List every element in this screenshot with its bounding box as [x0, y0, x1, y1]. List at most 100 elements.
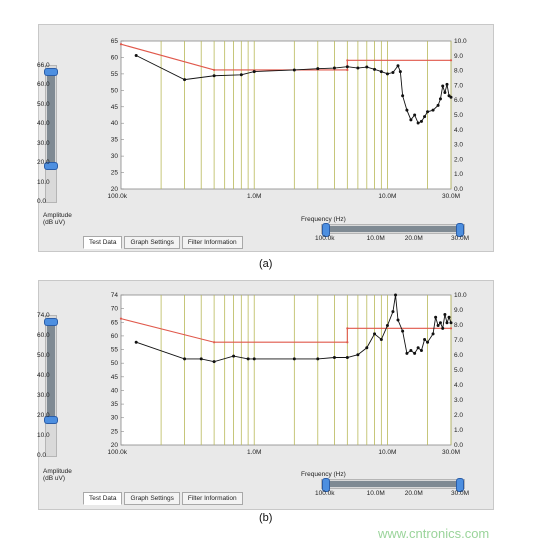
- measurement-point: [443, 90, 447, 94]
- plot-area: 74 70 65 60 55 50 45 40 35 30 25 20 10.0 9.0 8.0 7.0 6.0…: [107, 292, 467, 456]
- y-tick-left: 20: [111, 442, 119, 449]
- measurement-point: [416, 121, 420, 125]
- amplitude-label: Amplitude (dB uV): [43, 468, 72, 482]
- measurement-point: [134, 340, 138, 344]
- range-right-handle[interactable]: [456, 478, 464, 492]
- y-tick-left: 60: [111, 54, 119, 61]
- tab-graph-settings[interactable]: Graph Settings: [124, 492, 180, 505]
- tab-bar: Test Data Graph Settings Filter Informat…: [83, 492, 243, 505]
- y-tick-right: 5.0: [454, 112, 463, 119]
- slider-bottom-handle[interactable]: [44, 162, 58, 170]
- y-tick-right: 7.0: [454, 82, 463, 89]
- y-tick-right: 0.0: [454, 186, 463, 193]
- limit-point: [119, 317, 123, 320]
- range-left-handle[interactable]: [322, 478, 330, 492]
- y-tick-left: 45: [111, 374, 119, 381]
- slider-bottom-handle[interactable]: [44, 416, 58, 424]
- limit-point: [346, 59, 349, 62]
- figure-caption-b: (b): [259, 512, 273, 524]
- x-axis-label: Frequency (Hz): [301, 471, 346, 478]
- measurement-point: [292, 357, 296, 361]
- measurement-point: [405, 108, 409, 112]
- measurement-point: [134, 53, 138, 57]
- x-tick: 100.0k: [107, 449, 127, 456]
- measurement-point: [449, 321, 453, 325]
- y-tick-right: 2.0: [454, 412, 463, 419]
- slider-tick-label: 50.0: [37, 100, 50, 108]
- measurement-point: [438, 321, 442, 325]
- measurement-point: [445, 82, 449, 86]
- slider-tick-label: 40.0: [37, 120, 50, 128]
- measurement-point: [434, 315, 438, 319]
- measurement-point: [199, 357, 203, 361]
- measurement-point: [431, 108, 435, 112]
- measurement-point: [423, 115, 427, 119]
- measurement-point: [391, 310, 395, 314]
- measurement-point: [447, 315, 451, 319]
- y-tick-right: 3.0: [454, 397, 463, 404]
- y-tick-left: 65: [111, 38, 119, 45]
- measurement-point: [436, 103, 440, 107]
- measurement-point: [409, 349, 413, 353]
- y-tick-left: 55: [111, 347, 119, 354]
- x-tick: 1.0M: [247, 193, 261, 200]
- tab-graph-settings[interactable]: Graph Settings: [124, 236, 180, 249]
- slider-tick-label: 0.0: [37, 452, 47, 459]
- limit-point: [346, 68, 349, 72]
- tab-filter-information[interactable]: Filter Information: [181, 236, 243, 249]
- measurement-point: [419, 349, 423, 353]
- slider-tick-label: 30.0: [37, 392, 50, 399]
- amplitude-slider[interactable]: [44, 315, 58, 457]
- y-tick-right: 8.0: [454, 68, 463, 75]
- measurement-point: [183, 78, 187, 82]
- y-tick-right: 3.0: [454, 142, 463, 149]
- y-tick-left: 45: [111, 104, 119, 111]
- y-tick-left: 35: [111, 401, 119, 408]
- measurement-point: [426, 340, 430, 344]
- tab-test-data[interactable]: Test Data: [83, 492, 123, 505]
- measurement-point: [385, 324, 389, 328]
- measurement-point: [419, 119, 423, 123]
- limit-point: [213, 341, 216, 344]
- slider-tick-label: 40.0: [37, 372, 50, 379]
- y-tick-right: 4.0: [454, 127, 463, 134]
- measurement-point: [292, 68, 296, 72]
- y-tick-right: 7.0: [454, 337, 463, 344]
- slider-top-handle[interactable]: [44, 318, 58, 326]
- measurement-point: [394, 293, 398, 297]
- tab-test-data[interactable]: Test Data: [83, 236, 123, 249]
- measurement-point: [345, 356, 349, 359]
- slider-top-handle[interactable]: [44, 68, 58, 76]
- frequency-range-slider[interactable]: [321, 478, 465, 492]
- range-left-handle[interactable]: [322, 223, 330, 237]
- y-tick-left: 50: [111, 87, 119, 94]
- figure-caption-a: (a): [259, 258, 273, 270]
- measurement-point: [212, 74, 216, 78]
- range-tick-label: 100.0k: [315, 490, 335, 497]
- slider-tick-label: 20.0: [37, 159, 50, 167]
- slider-tick-label: 20.0: [37, 412, 50, 419]
- amplitude-slider[interactable]: [44, 65, 58, 203]
- y-tick-left: 30: [111, 415, 119, 422]
- range-right-handle[interactable]: [456, 223, 464, 237]
- y-tick-left: 60: [111, 333, 119, 340]
- limit-point: [346, 327, 349, 330]
- range-tick-label: 30.0M: [451, 235, 470, 242]
- frequency-range-slider[interactable]: [321, 223, 465, 237]
- x-axis-label: Frequency (Hz): [301, 216, 346, 223]
- limit-point: [449, 59, 453, 62]
- measurement-point: [379, 337, 383, 341]
- measurement-point: [212, 360, 216, 364]
- tab-filter-information[interactable]: Filter Information: [181, 492, 243, 505]
- y-tick-left: 55: [111, 71, 119, 78]
- x-tick: 10.0M: [378, 193, 396, 200]
- y-tick-right: 2.0: [454, 156, 463, 163]
- y-tick-right: 9.0: [454, 307, 463, 314]
- y-tick-right: 5.0: [454, 367, 463, 374]
- slider-tick-label: 60.0: [37, 81, 50, 89]
- y-tick-left: 65: [111, 319, 119, 326]
- measurement-point: [239, 73, 243, 77]
- measurement-point: [373, 332, 377, 336]
- measurement-point: [316, 67, 320, 71]
- y-tick-left: 30: [111, 153, 119, 160]
